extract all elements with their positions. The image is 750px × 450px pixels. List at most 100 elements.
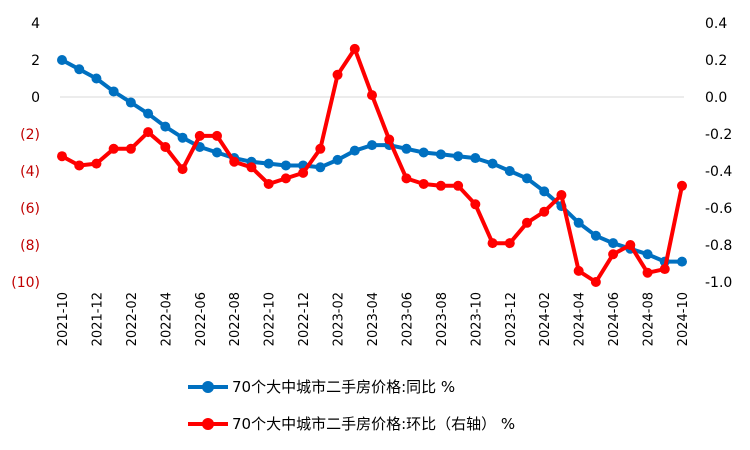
data-point (57, 55, 67, 65)
x-tick-label: 2023-02 (332, 292, 347, 346)
data-point (539, 186, 550, 197)
x-tick-label: 2024-10 (676, 292, 691, 346)
data-point (418, 178, 429, 189)
right-tick-label: -1.0 (705, 275, 732, 291)
data-point (263, 158, 274, 169)
data-point (263, 178, 274, 189)
x-axis-ticks: 2021-10 2021-12 2022-02 2022-04 2022-06 2022-… (56, 292, 691, 346)
data-point (659, 264, 670, 275)
left-tick-label: (10) (11, 275, 40, 291)
data-point (642, 267, 653, 278)
data-point (590, 230, 601, 241)
data-point (125, 97, 136, 108)
x-tick-label: 2023-10 (469, 292, 484, 346)
x-tick-label: 2023-04 (366, 292, 381, 346)
x-tick-label: 2021-10 (56, 292, 71, 346)
x-tick-label: 2022-02 (125, 292, 140, 346)
series-line (60, 46, 684, 284)
x-tick-label: 2023-12 (504, 292, 519, 346)
legend-marker (202, 381, 214, 393)
data-point (522, 217, 532, 228)
data-point (212, 130, 222, 141)
data-point (418, 147, 429, 158)
data-point (608, 249, 619, 260)
data-point (160, 121, 171, 132)
x-tick-label: 2024-06 (607, 292, 622, 346)
data-point (504, 238, 515, 249)
data-point (367, 140, 377, 151)
data-point (367, 90, 377, 101)
x-tick-label: 2022-12 (297, 292, 312, 346)
left-axis-ticks: 4 2 0 (2) (4) (6) (8) (10) (11, 16, 40, 291)
data-point (74, 160, 85, 171)
data-point (435, 149, 446, 160)
data-point (487, 238, 498, 249)
right-tick-label: 0.2 (705, 53, 727, 69)
legend-marker (202, 418, 214, 430)
data-point (539, 206, 550, 217)
data-point (194, 130, 205, 141)
data-point (453, 151, 464, 162)
data-point (522, 173, 532, 184)
x-tick-label: 2022-10 (263, 292, 278, 346)
left-tick-label: 0 (31, 90, 40, 106)
data-point (143, 108, 154, 119)
data-point (298, 167, 309, 178)
left-tick-label: 2 (31, 53, 40, 69)
left-tick-label: (6) (20, 201, 40, 217)
data-point (349, 145, 360, 156)
data-point (573, 265, 584, 276)
data-point (91, 158, 102, 169)
data-point (280, 173, 291, 184)
data-point (470, 153, 481, 164)
data-point (332, 69, 343, 80)
left-tick-label: (8) (20, 238, 40, 254)
data-point (470, 199, 481, 210)
x-tick-label: 2021-12 (90, 292, 105, 346)
x-tick-label: 2022-08 (228, 292, 243, 346)
left-tick-label: (2) (20, 127, 40, 143)
left-tick-label: 4 (31, 16, 40, 32)
series-layer (57, 43, 687, 287)
data-point (384, 134, 395, 145)
legend-label: 70个大中城市二手房价格:环比（右轴） % (232, 415, 515, 433)
data-point (435, 180, 446, 191)
right-tick-label: -0.2 (705, 127, 732, 143)
data-point (590, 277, 601, 287)
right-axis-ticks: 0.4 0.2 0.0 -0.2 -0.4 -0.6 -0.8 -1.0 (705, 16, 732, 291)
data-point (143, 127, 154, 138)
data-point (625, 240, 636, 250)
right-tick-label: 0.0 (705, 90, 727, 106)
data-point (349, 43, 360, 54)
data-point (315, 162, 326, 173)
x-tick-label: 2024-02 (538, 292, 553, 346)
legend-item: 70个大中城市二手房价格:同比 % (188, 378, 455, 396)
data-point (177, 132, 188, 143)
series-2 (57, 43, 687, 287)
data-point (177, 164, 188, 175)
data-point (280, 160, 291, 171)
data-point (642, 249, 653, 260)
x-tick-label: 2024-04 (573, 292, 588, 346)
data-point (108, 143, 119, 154)
right-tick-label: -0.4 (705, 164, 732, 180)
x-tick-label: 2024-08 (642, 292, 657, 346)
data-point (212, 147, 222, 158)
data-point (246, 162, 257, 173)
right-tick-label: 0.4 (705, 16, 727, 32)
data-point (677, 180, 687, 191)
data-point (332, 154, 343, 165)
data-point (401, 143, 412, 154)
data-point (229, 156, 240, 167)
data-point (74, 64, 85, 75)
data-point (315, 143, 326, 154)
data-point (453, 180, 464, 191)
data-point (401, 173, 412, 184)
right-tick-label: -0.6 (705, 201, 732, 217)
data-point (487, 158, 498, 169)
legend: 70个大中城市二手房价格:同比 % 70个大中城市二手房价格:环比（右轴） % (188, 378, 515, 433)
data-point (125, 143, 136, 154)
right-tick-label: -0.8 (705, 238, 732, 254)
data-point (504, 166, 515, 176)
